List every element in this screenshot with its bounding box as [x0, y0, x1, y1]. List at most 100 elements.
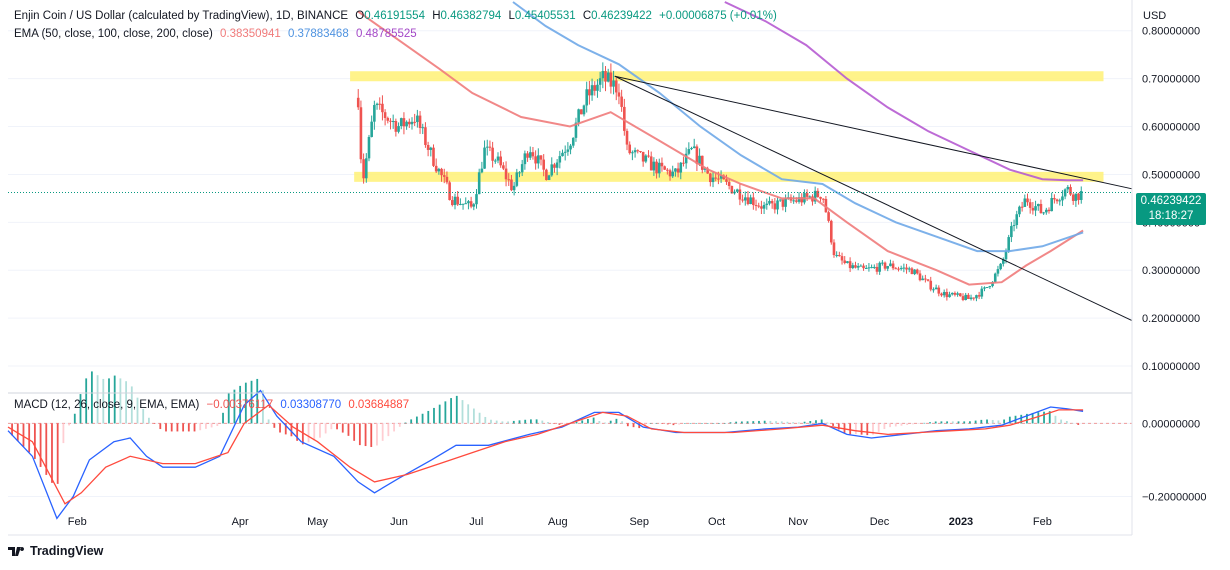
candle-up: [591, 85, 594, 95]
macd-histogram-bar: [165, 423, 167, 431]
tradingview-logo-icon: [8, 546, 26, 557]
candle-down: [378, 104, 381, 105]
candle-down: [962, 296, 965, 300]
price-tick-label: 0.70000000: [1142, 74, 1200, 86]
candle-up: [397, 126, 400, 132]
candle-up: [494, 161, 497, 162]
candle-down: [618, 92, 621, 96]
macd-histogram-bar: [1043, 412, 1045, 424]
last-price-value: 0.46239422: [1136, 194, 1206, 209]
candle-up: [1018, 207, 1021, 215]
macd-histogram-bar: [490, 420, 492, 424]
candle-up: [392, 121, 395, 122]
macd-histogram-bar: [690, 423, 692, 424]
macd-histogram-bar: [376, 423, 378, 445]
time-tick-label: Feb: [1033, 516, 1052, 528]
candle-down: [954, 293, 957, 295]
candle-down: [838, 255, 841, 256]
candle-down: [588, 89, 591, 95]
macd-histogram-bar: [969, 421, 971, 423]
macd-histogram-bar: [929, 422, 931, 423]
ema-legend[interactable]: EMA (50, close, 100, close, 200, close) …: [14, 28, 421, 40]
candle-down: [927, 279, 930, 280]
macd-histogram-bar: [199, 423, 201, 430]
macd-histogram-bar: [74, 414, 76, 424]
candle-up: [486, 147, 489, 148]
macd-histogram-bar: [758, 421, 760, 423]
macd-histogram-bar: [365, 423, 367, 446]
macd-histogram-bar: [416, 417, 418, 424]
candle-up: [478, 172, 481, 194]
macd-histogram-bar: [171, 423, 173, 431]
candle-up: [658, 163, 661, 174]
candle-up: [561, 153, 564, 156]
candle-up: [438, 169, 441, 172]
candle-up: [513, 186, 516, 190]
candle-up: [964, 295, 967, 300]
macd-histogram-bar: [1055, 416, 1057, 424]
macd-histogram-bar: [496, 421, 498, 424]
candle-down: [854, 265, 857, 267]
macd-histogram-bar: [205, 423, 207, 428]
candle-down: [432, 148, 435, 166]
macd-histogram-bar: [730, 422, 732, 423]
macd-histogram-bar: [519, 420, 521, 423]
currency-label[interactable]: USD: [1143, 10, 1166, 22]
candle-down: [741, 200, 744, 201]
macd-histogram-bar: [23, 423, 25, 446]
candle-down: [620, 97, 623, 107]
candle-up: [776, 200, 779, 209]
low-value: 0.45405531: [515, 10, 576, 22]
macd-histogram-bar: [159, 423, 161, 429]
chart-canvas[interactable]: 0.800000000.700000000.600000000.50000000…: [0, 0, 1230, 570]
macd-histogram-bar: [627, 423, 629, 426]
zone-resistance[interactable]: [350, 71, 1103, 81]
candle-down: [905, 268, 908, 270]
candle-up: [749, 197, 752, 204]
candle-down: [709, 174, 712, 183]
macd-histogram-bar: [655, 423, 657, 424]
candle-down: [830, 221, 833, 243]
candle-up: [1013, 225, 1016, 226]
ema-line-ema50[interactable]: [358, 12, 1083, 285]
candle-up: [679, 163, 682, 173]
macd-histogram-bar: [906, 423, 908, 425]
macd-histogram-bar: [177, 423, 179, 431]
symbol-legend[interactable]: Enjin Coin / US Dollar (calculated by Tr…: [14, 10, 781, 22]
macd-histogram-bar: [718, 423, 720, 424]
candle-up: [497, 157, 500, 161]
candle-up: [602, 71, 605, 78]
candle-down: [843, 260, 846, 263]
macd-histogram-bar: [450, 398, 452, 423]
macd-histogram-bar: [1060, 420, 1062, 424]
candle-up: [763, 205, 766, 209]
candle-up: [792, 200, 795, 201]
candle-down: [682, 163, 685, 164]
candle-up: [567, 149, 570, 151]
macd-histogram-bar: [68, 423, 70, 425]
time-tick-label: May: [307, 516, 328, 528]
macd-legend[interactable]: MACD (12, 26, close, 9, EMA, EMA) −0.003…: [14, 399, 413, 411]
macd-series-signal[interactable]: [8, 405, 1083, 504]
candle-up: [1034, 206, 1037, 210]
macd-histogram-bar: [57, 423, 59, 483]
macd-histogram-bar: [399, 423, 401, 426]
macd-histogram-bar: [370, 423, 372, 447]
candle-up: [1042, 212, 1045, 213]
macd-histogram-bar: [1037, 412, 1039, 423]
candle-up: [368, 137, 371, 158]
candle-up: [459, 204, 462, 205]
candle-down: [628, 145, 631, 154]
candle-up: [645, 156, 648, 162]
macd-histogram-bar: [530, 419, 532, 423]
candle-down: [725, 179, 728, 182]
macd-histogram-bar: [348, 423, 350, 435]
candle-up: [997, 269, 1000, 274]
time-tick-label: Feb: [68, 516, 87, 528]
tradingview-logo[interactable]: TradingView: [8, 544, 103, 558]
macd-histogram-bar: [775, 421, 777, 423]
candle-down: [1056, 199, 1059, 201]
candle-up: [1045, 210, 1048, 213]
macd-histogram-bar: [861, 423, 863, 434]
time-tick-label: Apr: [232, 516, 249, 528]
